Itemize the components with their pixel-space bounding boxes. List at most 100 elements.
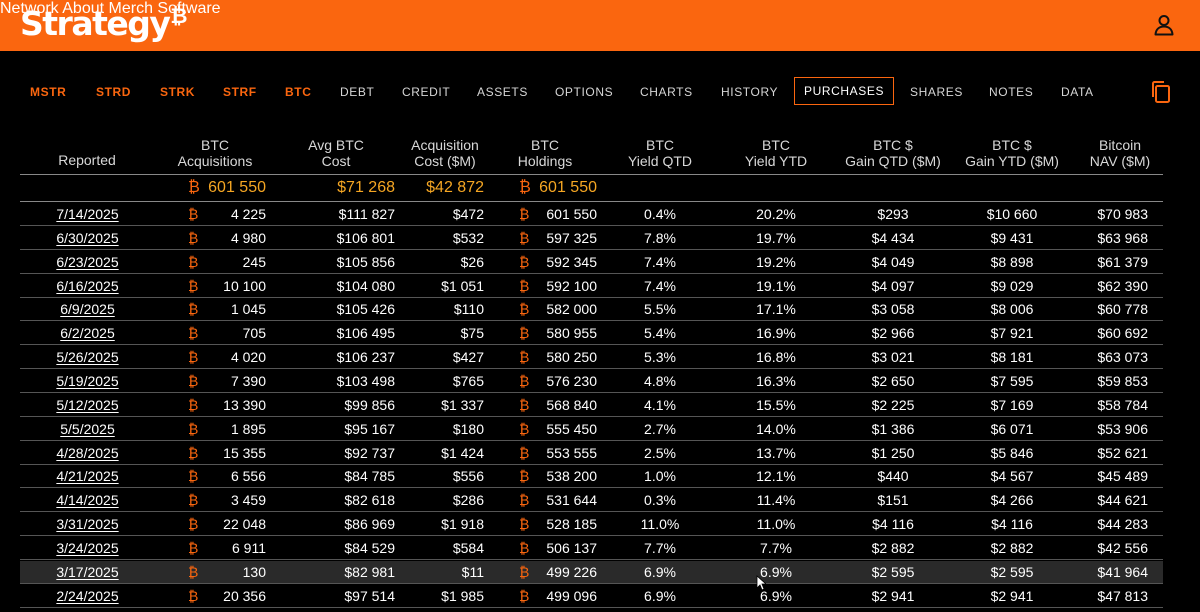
copy-icon[interactable] xyxy=(1150,80,1172,104)
tab-strd[interactable]: STRD xyxy=(96,85,132,99)
header-btc-gain-qtd-line2[interactable]: Gain QTD ($M) xyxy=(845,153,941,169)
header-btc-yield-qtd-line1[interactable]: BTC xyxy=(646,137,674,153)
reported-date[interactable]: 7/14/2025 xyxy=(56,206,119,222)
reported-date[interactable]: 6/9/2025 xyxy=(60,301,115,318)
row-divider xyxy=(20,606,1163,608)
bitcoin-icon: ₿ xyxy=(519,325,530,342)
header-btc-yield-ytd-line2[interactable]: Yield YTD xyxy=(744,153,808,169)
top-bar: Strategy₿ Network About Merch Software xyxy=(0,0,1200,51)
acquisition-cost: $427 xyxy=(452,349,484,366)
tab-debt[interactable]: DEBT xyxy=(340,85,375,99)
row-divider xyxy=(20,391,1163,393)
bitcoin-nav: $60 778 xyxy=(1097,301,1148,318)
tab-strk[interactable]: STRK xyxy=(160,85,196,99)
header-acquisition-cost-line1[interactable]: Acquisition xyxy=(411,137,479,153)
btc-gain-qtd: $2 225 xyxy=(871,396,915,413)
nav-merch-link[interactable]: Merch xyxy=(108,0,153,17)
total-acq-cost: $42 872 xyxy=(426,179,484,196)
tab-btc[interactable]: BTC xyxy=(285,85,312,99)
reported-date[interactable]: 3/17/2025 xyxy=(56,563,119,580)
bitcoin-icon: ₿ xyxy=(519,396,530,413)
btc-holdings: 538 200 xyxy=(546,468,597,485)
header-bitcoin-nav-line2[interactable]: NAV ($M) xyxy=(1089,153,1151,169)
reported-date[interactable]: 4/28/2025 xyxy=(56,444,119,461)
row-divider xyxy=(20,296,1163,298)
bitcoin-nav: $41 964 xyxy=(1097,563,1148,580)
btc-gain-ytd: $7 921 xyxy=(990,325,1034,342)
bitcoin-icon: ₿ xyxy=(519,372,530,389)
tab-mstr[interactable]: MSTR xyxy=(30,85,67,99)
reported-date[interactable]: 5/26/2025 xyxy=(56,349,119,366)
btc-holdings: 568 840 xyxy=(546,396,597,413)
row-divider xyxy=(20,558,1163,560)
tab-shares[interactable]: SHARES xyxy=(910,85,963,99)
btc-yield-ytd: 19.2% xyxy=(756,253,796,270)
avg-btc-cost: $104 080 xyxy=(336,277,395,294)
btc-gain-qtd: $1 250 xyxy=(871,444,915,461)
header-btc-gain-qtd-line1[interactable]: BTC $ xyxy=(873,137,913,153)
tab-assets[interactable]: ASSETS xyxy=(477,85,528,99)
reported-date[interactable]: 4/21/2025 xyxy=(56,468,119,485)
tab-history[interactable]: HISTORY xyxy=(721,85,779,99)
header-btc-yield-ytd-line1[interactable]: BTC xyxy=(762,137,790,153)
reported-date[interactable]: 6/30/2025 xyxy=(56,229,119,246)
header-avg-btc-cost-line1[interactable]: Avg BTC xyxy=(308,137,364,153)
reported-date[interactable]: 5/5/2025 xyxy=(60,420,115,437)
reported-date[interactable]: 4/14/2025 xyxy=(56,492,119,509)
btc-acquisitions: 245 xyxy=(242,253,266,270)
bitcoin-icon: ₿ xyxy=(519,420,530,437)
tab-data[interactable]: DATA xyxy=(1061,85,1094,99)
nav-about-link[interactable]: About xyxy=(62,0,105,17)
header-acquisition-cost-line2[interactable]: Cost ($M) xyxy=(414,153,476,169)
header-btc-gain-ytd-line1[interactable]: BTC $ xyxy=(992,137,1032,153)
bitcoin-icon: ₿ xyxy=(519,444,530,461)
reported-date[interactable]: 3/31/2025 xyxy=(56,516,119,533)
reported-date[interactable]: 2/24/2025 xyxy=(56,587,119,604)
header-btc-holdings-line1[interactable]: BTC xyxy=(531,137,559,153)
reported-date[interactable]: 5/12/2025 xyxy=(56,396,119,413)
row-divider xyxy=(20,415,1163,417)
header-avg-btc-cost-line2[interactable]: Cost xyxy=(321,153,351,169)
strategy-logo[interactable]: Strategy₿ xyxy=(20,4,188,43)
bitcoin-icon: ₿ xyxy=(519,301,530,318)
btc-acquisitions: 3 459 xyxy=(230,492,266,509)
avg-btc-cost: $95 167 xyxy=(344,420,395,437)
btc-acquisitions: 6 911 xyxy=(232,539,266,556)
btc-gain-qtd: $2 941 xyxy=(871,587,915,604)
bitcoin-nav: $53 906 xyxy=(1097,420,1148,437)
tab-credit[interactable]: CREDIT xyxy=(402,85,451,99)
btc-holdings: 528 185 xyxy=(546,516,597,533)
reported-date[interactable]: 3/24/2025 xyxy=(56,539,119,556)
reported-date[interactable]: 6/23/2025 xyxy=(56,253,119,270)
reported-date[interactable]: 5/19/2025 xyxy=(56,372,119,389)
btc-gain-qtd: $4 116 xyxy=(872,516,914,533)
nav-software-link[interactable]: Software xyxy=(157,0,221,17)
nav-network-link[interactable]: Network xyxy=(0,0,59,17)
header-bitcoin-nav-line1[interactable]: Bitcoin xyxy=(1098,137,1142,153)
header-btc-yield-qtd-line2[interactable]: Yield QTD xyxy=(627,153,693,169)
tab-notes[interactable]: NOTES xyxy=(989,85,1034,99)
bitcoin-icon: ₿ xyxy=(519,253,530,270)
tab-options[interactable]: OPTIONS xyxy=(555,85,614,99)
tab-charts[interactable]: CHARTS xyxy=(640,85,693,99)
reported-date[interactable]: 6/16/2025 xyxy=(56,277,119,294)
btc-yield-qtd: 5.3% xyxy=(644,349,676,366)
bitcoin-icon: ₿ xyxy=(519,516,530,533)
header-btc-gain-ytd-line2[interactable]: Gain YTD ($M) xyxy=(965,153,1059,169)
row-divider xyxy=(20,487,1163,489)
user-icon[interactable] xyxy=(1154,14,1174,36)
header-btc-acquisitions-line1[interactable]: BTC xyxy=(201,137,229,153)
bitcoin-icon: ₿ xyxy=(188,372,199,389)
tab-purchases[interactable]: PURCHASES xyxy=(794,77,895,105)
tab-strf[interactable]: STRF xyxy=(223,85,257,99)
avg-btc-cost: $99 856 xyxy=(344,396,395,413)
btc-holdings: 499 226 xyxy=(546,563,597,580)
btc-yield-ytd: 19.7% xyxy=(756,229,796,246)
btc-yield-ytd: 15.5% xyxy=(756,396,796,413)
header-reported[interactable]: Reported xyxy=(58,152,116,168)
header-btc-holdings-line2[interactable]: Holdings xyxy=(517,153,573,169)
reported-date[interactable]: 6/2/2025 xyxy=(60,325,115,342)
btc-holdings: 506 137 xyxy=(546,539,597,556)
bitcoin-icon: ₿ xyxy=(188,277,199,294)
header-btc-acquisitions-line2[interactable]: Acquisitions xyxy=(177,153,253,169)
